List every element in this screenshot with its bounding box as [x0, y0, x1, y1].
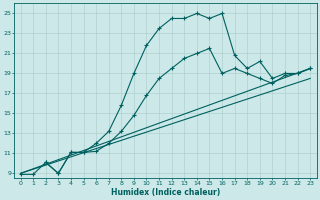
- X-axis label: Humidex (Indice chaleur): Humidex (Indice chaleur): [111, 188, 220, 197]
